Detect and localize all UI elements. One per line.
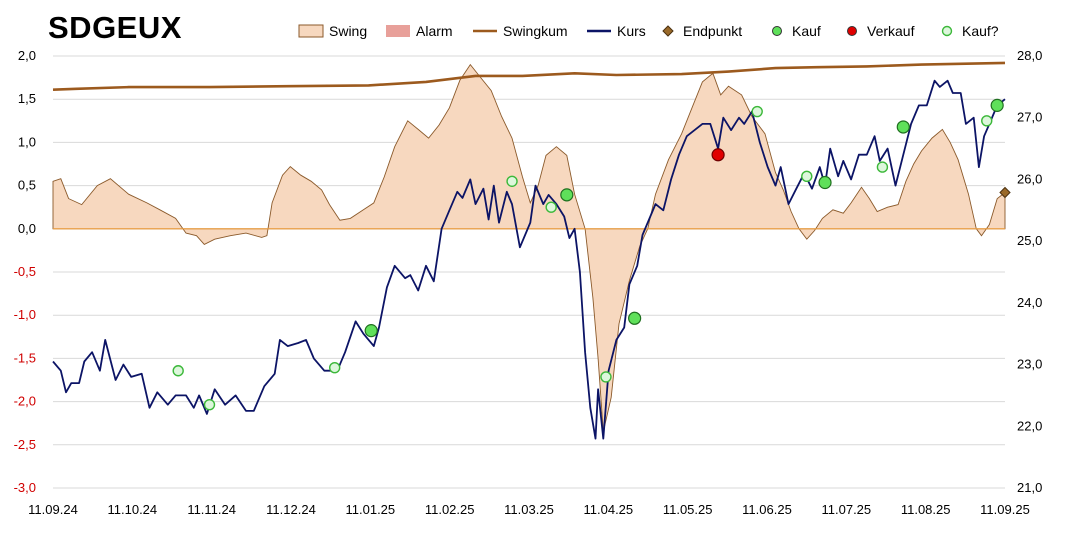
- markers: [172, 98, 1011, 411]
- right-tick-label: 21,0: [1017, 480, 1042, 495]
- right-tick-label: 26,0: [1017, 171, 1042, 186]
- x-tick-label: 11.04.25: [584, 502, 634, 517]
- legend-label: Kauf?: [962, 23, 999, 39]
- legend-swatch: [847, 26, 857, 36]
- legend-swatch: [941, 25, 953, 37]
- left-tick-label: 0,5: [18, 178, 36, 193]
- kauf-question-marker: [801, 170, 813, 183]
- left-tick-label: 1,0: [18, 134, 36, 149]
- x-tick-label: 11.12.24: [266, 502, 316, 517]
- left-tick-label: -1,5: [14, 350, 36, 365]
- left-axis: -3,0 -2,5 -2,0 -1,5 -1,0 -0,5 0,0 0,5 1,0 1,5 2,0: [14, 48, 36, 495]
- left-tick-label: 1,5: [18, 91, 36, 106]
- kauf-question-marker: [600, 371, 612, 383]
- x-tick-label: 11.10.24: [108, 502, 158, 517]
- kurs-line-path: [52, 79, 1006, 440]
- right-axis: 21,0 22,0 23,0 24,0 25,0 26,0 27,0 28,0: [1017, 48, 1042, 495]
- endpunkt-marker: [999, 186, 1011, 199]
- left-tick-label: 2,0: [18, 48, 36, 63]
- x-tick-label: 11.08.25: [901, 502, 951, 517]
- x-tick-label: 11.09.25: [980, 502, 1030, 517]
- legend-label: Alarm: [416, 23, 453, 39]
- swingkum-line-path: [52, 61, 1006, 91]
- right-tick-label: 25,0: [1017, 233, 1042, 248]
- legend-label: Kauf: [792, 23, 821, 39]
- left-tick-label: -3,0: [14, 480, 36, 495]
- kurs-line: [52, 79, 1006, 440]
- verkauf-marker: [711, 148, 725, 162]
- kauf-question-marker: [172, 365, 184, 377]
- legend-label: Kurs: [617, 23, 646, 39]
- right-tick-label: 22,0: [1017, 418, 1042, 433]
- kauf-marker: [364, 324, 378, 338]
- legend-swatch: [772, 26, 782, 36]
- swing-area-path: [52, 63, 1006, 432]
- x-tick-label: 11.11.24: [187, 502, 236, 517]
- swingkum-line: [52, 61, 1006, 91]
- legend-label: Swing: [329, 23, 367, 39]
- left-tick-label: -2,0: [14, 394, 36, 409]
- x-tick-label: 11.02.25: [425, 502, 475, 517]
- kauf-question-marker: [876, 161, 889, 173]
- legend-swatch: [386, 25, 410, 37]
- kauf-question-marker: [506, 175, 518, 187]
- left-tick-label: 0,0: [18, 221, 36, 236]
- legend-label: Endpunkt: [683, 23, 742, 39]
- legend-label: Swingkum: [503, 23, 568, 39]
- x-tick-label: 11.03.25: [504, 502, 554, 517]
- right-tick-label: 27,0: [1017, 110, 1042, 125]
- kauf-question-marker: [751, 105, 763, 118]
- left-tick-label: -0,5: [14, 264, 36, 279]
- kauf-marker: [628, 311, 642, 325]
- kauf-marker: [990, 98, 1004, 112]
- left-tick-label: -1,0: [14, 307, 36, 322]
- legend-swatch: [662, 25, 674, 37]
- legend-swatch: [298, 24, 324, 38]
- legend: Swing Alarm Swingkum Kurs Endpunkt Kauf Verkau…: [298, 23, 999, 39]
- x-tick-label: 11.07.25: [822, 502, 872, 517]
- chart-title: SDGEUX: [48, 10, 182, 45]
- x-tick-label: 11.05.25: [663, 502, 713, 517]
- kauf-marker: [560, 188, 574, 202]
- kauf-question-marker: [981, 115, 993, 127]
- x-tick-label: 11.01.25: [346, 502, 396, 517]
- grid: [53, 55, 1005, 489]
- left-tick-label: -2,5: [14, 437, 36, 452]
- right-tick-label: 23,0: [1017, 357, 1042, 372]
- kauf-marker: [896, 120, 910, 134]
- x-tick-label: 11.06.25: [742, 502, 792, 517]
- kauf-question-marker: [545, 201, 557, 213]
- right-tick-label: 24,0: [1017, 295, 1042, 310]
- legend-label: Verkauf: [867, 23, 915, 39]
- swing-area: [52, 63, 1006, 432]
- kauf-question-marker: [328, 361, 341, 374]
- x-tick-label: 11.09.24: [28, 502, 78, 517]
- x-axis: 11.09.24 11.10.24 11.11.24 11.12.24 11.01.25…: [28, 502, 1030, 517]
- kauf-question-marker: [203, 398, 216, 411]
- right-tick-label: 28,0: [1017, 48, 1042, 63]
- kauf-marker: [818, 175, 832, 190]
